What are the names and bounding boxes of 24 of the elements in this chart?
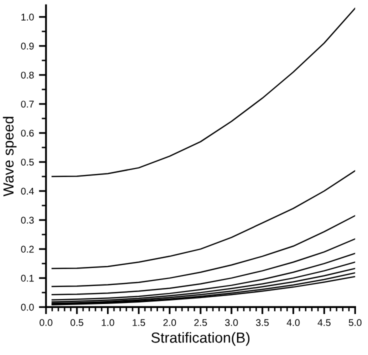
x-tick-label: 3.5 (256, 319, 269, 326)
x-axis-title: Stratification(B) (151, 332, 250, 346)
y-tick-label: 0.5 (21, 158, 34, 166)
x-tick-label: 4.0 (286, 319, 300, 326)
y-tick-label: 0.4 (21, 188, 34, 195)
y-tick-label: 0.3 (21, 216, 34, 224)
x-tick-label: 2.0 (163, 319, 176, 326)
x-tick-label: 1.0 (102, 319, 114, 326)
y-tick-label: 0.6 (21, 130, 34, 137)
x-tick-label: 0.5 (70, 319, 84, 326)
y-tick-label: 0.2 (21, 246, 34, 253)
x-tick-label: 2.5 (194, 319, 207, 326)
x-tick-label: 1.5 (132, 319, 146, 326)
y-tick-label: 0.1 (21, 274, 34, 282)
y-tick-label: 0.0 (21, 304, 34, 311)
x-tick-label: 5.0 (348, 319, 362, 326)
y-tick-label: 1.0 (21, 14, 34, 21)
y-axis-title: Wave speed (2, 116, 17, 196)
x-tick-label: 4.5 (318, 319, 331, 326)
x-tick-label: 3.0 (225, 319, 238, 326)
x-tick-label: 0.0 (40, 319, 52, 326)
y-tick-label: 0.7 (21, 100, 34, 108)
y-tick-label: 0.8 (21, 72, 34, 79)
y-tick-label: 0.9 (21, 42, 34, 50)
